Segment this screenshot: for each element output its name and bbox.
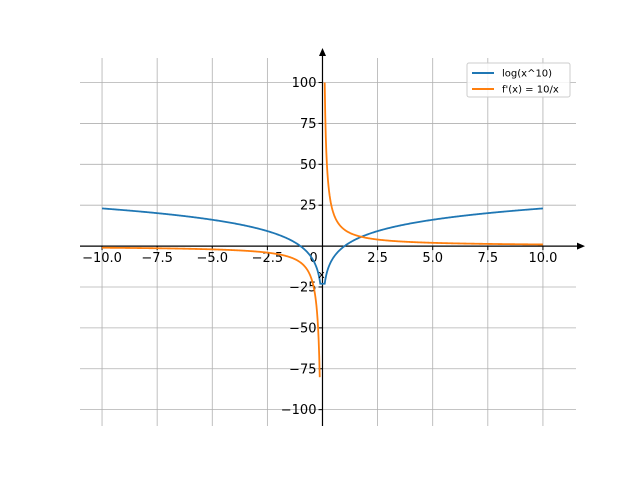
- x-tick-label: 10.0: [528, 251, 557, 266]
- x-tick-label: −5.0: [196, 251, 228, 266]
- x-tick-label: −2.5: [252, 251, 284, 266]
- y-tick-label: −25: [289, 280, 316, 295]
- x-axis-label: x: [318, 268, 325, 281]
- y-tick-label: −100: [281, 403, 317, 418]
- axes: [80, 48, 585, 426]
- grid: [80, 58, 576, 426]
- y-tick-label: −75: [289, 362, 316, 377]
- x-tick-label: −7.5: [141, 251, 173, 266]
- series-line-log: [101, 207, 543, 285]
- x-tick-label: −10.0: [82, 251, 122, 266]
- x-axis-arrow: [577, 242, 585, 250]
- x-tick-label: 0: [309, 251, 317, 266]
- x-tick-label: 2.5: [367, 251, 388, 266]
- y-tick-label: 25: [300, 199, 317, 214]
- y-axis-arrow: [318, 48, 326, 56]
- y-tick-label: 50: [300, 158, 317, 173]
- series-line-derivative-right: [323, 82, 543, 246]
- series-line-derivative-left: [102, 246, 321, 378]
- series-lines: [101, 82, 543, 378]
- y-tick-label: −50: [289, 321, 316, 336]
- y-tick-label: 75: [300, 117, 317, 132]
- y-tick-label: 100: [292, 76, 317, 91]
- legend-entry-label: f'(x) = 10/x: [502, 85, 559, 96]
- ticks: −10.0 −7.5 −5.0 −2.5 0 2.5 5.0 7.5 10.0 −100 −75 −5…: [82, 76, 557, 418]
- x-tick-label: 7.5: [477, 251, 498, 266]
- legend: log(x^10) f'(x) = 10/x: [466, 62, 571, 98]
- legend-entry-label: log(x^10): [502, 69, 552, 80]
- x-tick-label: 5.0: [422, 251, 443, 266]
